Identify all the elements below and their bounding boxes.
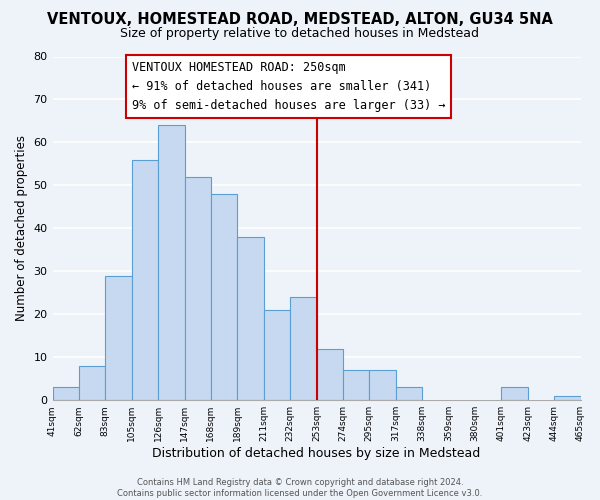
Bar <box>106 276 132 400</box>
Bar <box>290 297 317 400</box>
Bar <box>238 237 264 400</box>
Bar <box>158 125 185 400</box>
Text: Contains HM Land Registry data © Crown copyright and database right 2024.
Contai: Contains HM Land Registry data © Crown c… <box>118 478 482 498</box>
Bar <box>79 366 106 400</box>
Text: VENTOUX, HOMESTEAD ROAD, MEDSTEAD, ALTON, GU34 5NA: VENTOUX, HOMESTEAD ROAD, MEDSTEAD, ALTON… <box>47 12 553 28</box>
Bar <box>343 370 370 400</box>
Bar <box>396 388 422 400</box>
Bar <box>185 177 211 400</box>
Bar <box>554 396 581 400</box>
X-axis label: Distribution of detached houses by size in Medstead: Distribution of detached houses by size … <box>152 447 481 460</box>
Bar <box>317 348 343 400</box>
Bar <box>53 388 79 400</box>
Bar <box>264 310 290 400</box>
Text: VENTOUX HOMESTEAD ROAD: 250sqm
← 91% of detached houses are smaller (341)
9% of : VENTOUX HOMESTEAD ROAD: 250sqm ← 91% of … <box>132 61 445 112</box>
Bar <box>211 194 238 400</box>
Bar <box>132 160 158 400</box>
Bar <box>370 370 396 400</box>
Y-axis label: Number of detached properties: Number of detached properties <box>15 136 28 322</box>
Text: Size of property relative to detached houses in Medstead: Size of property relative to detached ho… <box>121 28 479 40</box>
Bar <box>502 388 528 400</box>
